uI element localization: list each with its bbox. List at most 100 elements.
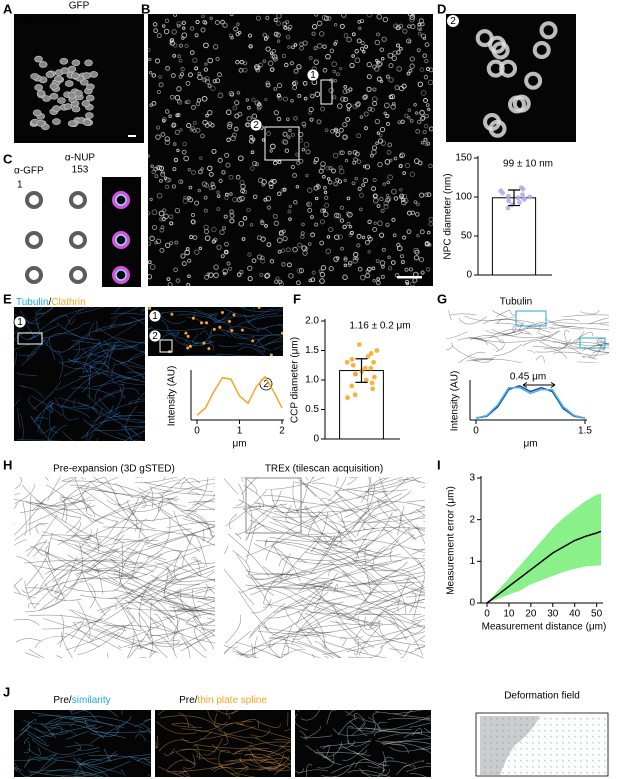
filament xyxy=(130,428,142,438)
field-arrow xyxy=(495,753,499,756)
field-arrow xyxy=(507,741,511,744)
filament xyxy=(198,752,246,765)
pore xyxy=(167,178,172,182)
field-arrow xyxy=(525,723,529,726)
filament xyxy=(181,731,213,743)
filament xyxy=(25,502,96,511)
filament xyxy=(337,740,356,749)
pore xyxy=(364,164,371,170)
field-arrow xyxy=(495,765,499,768)
filament xyxy=(166,331,199,344)
filament xyxy=(250,573,294,596)
filament xyxy=(279,744,291,753)
pore xyxy=(151,100,157,106)
annotation: 0.45 μm xyxy=(510,372,546,383)
y-tick-label: 0 xyxy=(313,434,319,445)
field-arrow xyxy=(513,771,517,774)
pore xyxy=(374,39,381,46)
pore xyxy=(164,177,171,183)
pore xyxy=(265,15,270,20)
pore xyxy=(229,192,233,196)
pore xyxy=(115,194,127,206)
filament xyxy=(241,718,259,729)
filament xyxy=(495,338,505,352)
filament xyxy=(257,631,320,637)
pore xyxy=(307,207,313,213)
pore xyxy=(263,197,268,202)
pore xyxy=(159,247,165,253)
filament xyxy=(519,322,530,334)
filament xyxy=(144,758,151,764)
pore xyxy=(333,181,339,187)
filament xyxy=(367,477,372,516)
field-arrow xyxy=(579,765,583,768)
pore xyxy=(262,59,267,63)
field-arrow xyxy=(519,759,523,762)
pore xyxy=(392,233,397,238)
filament xyxy=(128,398,145,406)
filament xyxy=(148,640,181,647)
filament xyxy=(89,481,134,516)
filament xyxy=(216,353,259,356)
pore xyxy=(319,240,325,246)
pore xyxy=(342,224,347,230)
pore xyxy=(204,76,210,82)
field-arrow xyxy=(549,741,553,744)
pore xyxy=(337,179,343,184)
filament xyxy=(358,625,380,656)
pore xyxy=(375,259,380,264)
nucleus xyxy=(67,65,77,73)
pore xyxy=(148,241,152,246)
filament xyxy=(255,507,336,542)
x-tick-label: 0 xyxy=(194,426,200,437)
field-arrow xyxy=(531,723,535,726)
pore xyxy=(164,242,171,249)
pore xyxy=(309,117,314,122)
pore xyxy=(197,188,201,193)
filament xyxy=(44,716,88,726)
filament xyxy=(88,343,115,357)
filament xyxy=(249,756,271,764)
pore xyxy=(356,159,362,164)
field-arrow xyxy=(519,765,523,768)
clathrin-pit xyxy=(218,325,222,329)
pore xyxy=(353,157,358,162)
callout-circle xyxy=(148,329,162,343)
y-tick-label: 0 xyxy=(466,270,472,281)
pore xyxy=(370,153,374,158)
filament xyxy=(358,608,407,641)
filament xyxy=(157,710,166,716)
pore xyxy=(187,196,191,200)
nucleus xyxy=(81,100,91,107)
filament xyxy=(397,575,411,613)
pore xyxy=(339,150,345,156)
pore xyxy=(272,160,278,166)
field-arrow xyxy=(579,771,583,774)
pore xyxy=(524,71,543,90)
filament xyxy=(248,597,305,639)
filament xyxy=(367,477,415,490)
pore xyxy=(269,259,275,264)
pore xyxy=(148,47,151,52)
filament xyxy=(103,625,178,635)
nucleus xyxy=(42,95,51,102)
pore xyxy=(335,177,340,182)
data-point xyxy=(349,383,355,389)
filament xyxy=(322,744,330,757)
pore xyxy=(207,57,214,64)
filament xyxy=(24,580,35,609)
filament xyxy=(40,425,56,434)
pore xyxy=(409,281,415,286)
pore xyxy=(273,220,279,226)
pore xyxy=(226,261,231,266)
pore xyxy=(198,169,203,175)
filament xyxy=(160,477,186,497)
filament xyxy=(57,618,104,645)
pore xyxy=(242,189,247,195)
pore xyxy=(404,267,409,272)
callout-number: 1 xyxy=(17,317,23,328)
filament xyxy=(185,613,212,626)
pore xyxy=(176,23,181,28)
filament xyxy=(411,728,422,736)
